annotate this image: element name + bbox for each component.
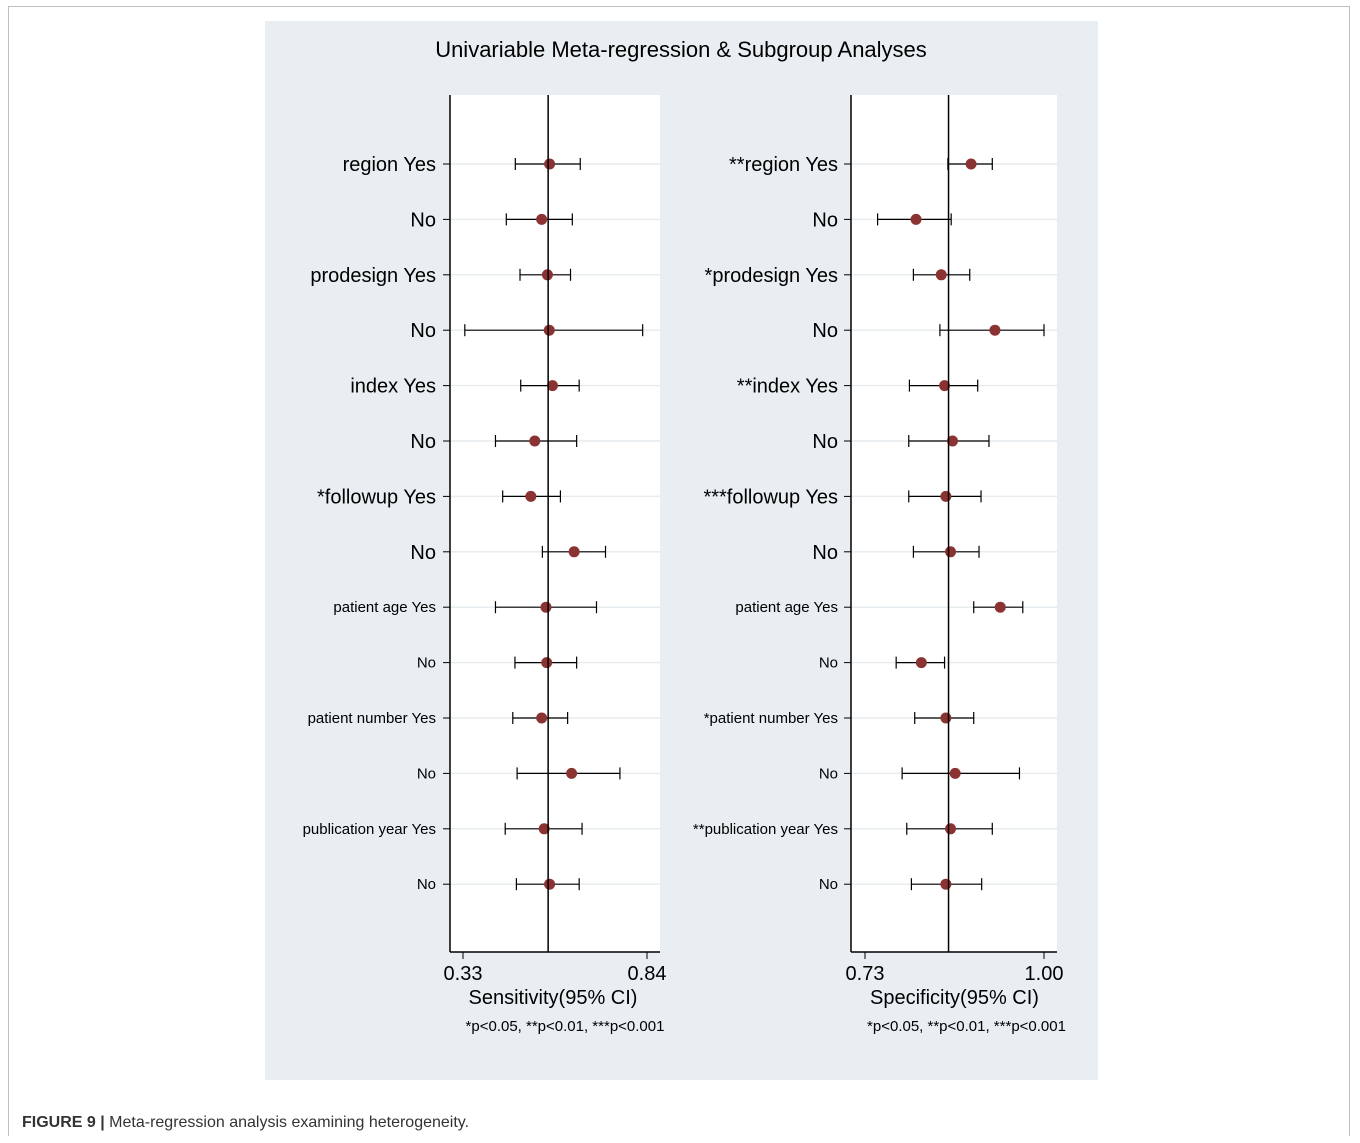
point-estimate bbox=[989, 324, 1001, 336]
point-estimate bbox=[910, 213, 922, 225]
point-estimate bbox=[945, 823, 957, 835]
row-label: No bbox=[819, 765, 838, 782]
row-label: No bbox=[812, 542, 838, 564]
row-label: No bbox=[410, 542, 436, 564]
significance-note: *p<0.05, **p<0.01, ***p<0.001 bbox=[867, 1018, 1066, 1035]
significance-note: *p<0.05, **p<0.01, ***p<0.001 bbox=[466, 1018, 665, 1035]
row-label: publication year Yes bbox=[303, 821, 436, 838]
row-label: No bbox=[410, 209, 436, 231]
point-estimate bbox=[566, 767, 578, 779]
row-label: patient age Yes bbox=[735, 599, 838, 616]
point-estimate bbox=[945, 546, 957, 558]
point-estimate bbox=[546, 380, 558, 392]
figure-caption: FIGURE 9 | Meta-regression analysis exam… bbox=[22, 1114, 469, 1132]
figure-frame bbox=[8, 6, 1350, 1136]
row-label: *followup Yes bbox=[317, 486, 436, 508]
row-label: region Yes bbox=[343, 154, 436, 176]
forest-plot-figure: Univariable Meta-regression & Subgroup A… bbox=[265, 21, 1098, 1080]
plot-area bbox=[450, 95, 660, 952]
row-label: **publication year Yes bbox=[693, 821, 838, 838]
point-estimate bbox=[536, 213, 548, 225]
row-label: index Yes bbox=[350, 376, 436, 398]
row-label: No bbox=[819, 655, 838, 672]
row-label: *prodesign Yes bbox=[705, 265, 838, 287]
point-estimate bbox=[940, 490, 952, 502]
row-label: patient number Yes bbox=[308, 710, 436, 727]
x-axis-label: Specificity(95% CI) bbox=[870, 987, 1039, 1009]
point-estimate bbox=[935, 269, 947, 281]
row-label: No bbox=[812, 209, 838, 231]
forest-panel-1: region Yes No prodesign Yes No index Yes No *f… bbox=[303, 95, 667, 1035]
row-label: **region Yes bbox=[729, 154, 838, 176]
point-estimate bbox=[965, 158, 977, 170]
row-label: prodesign Yes bbox=[310, 265, 436, 287]
plot-area bbox=[851, 95, 1057, 952]
point-estimate bbox=[544, 878, 556, 890]
row-label: **index Yes bbox=[737, 376, 838, 398]
chart-title: Univariable Meta-regression & Subgroup A… bbox=[435, 37, 927, 62]
row-label: No bbox=[812, 431, 838, 453]
x-tick-label: 1.00 bbox=[1025, 963, 1064, 985]
row-label: ***followup Yes bbox=[703, 486, 838, 508]
row-label: No bbox=[410, 431, 436, 453]
row-label: No bbox=[410, 320, 436, 342]
point-estimate bbox=[949, 767, 961, 779]
point-estimate bbox=[529, 435, 541, 447]
point-estimate bbox=[544, 158, 556, 170]
row-label: No bbox=[417, 765, 436, 782]
x-axis-label: Sensitivity(95% CI) bbox=[469, 987, 638, 1009]
point-estimate bbox=[538, 823, 550, 835]
point-estimate bbox=[541, 657, 553, 669]
x-tick-label: 0.73 bbox=[846, 963, 885, 985]
x-tick-label: 0.33 bbox=[444, 963, 483, 985]
point-estimate bbox=[994, 601, 1006, 613]
x-tick-label: 0.84 bbox=[628, 963, 667, 985]
point-estimate bbox=[940, 712, 952, 724]
row-label: No bbox=[819, 876, 838, 893]
point-estimate bbox=[915, 657, 927, 669]
point-estimate bbox=[540, 601, 552, 613]
row-label: No bbox=[417, 876, 436, 893]
point-estimate bbox=[940, 878, 952, 890]
figure-caption-label: FIGURE 9 | bbox=[22, 1114, 105, 1131]
row-label: *patient number Yes bbox=[704, 710, 838, 727]
figure-caption-text: Meta-regression analysis examining heter… bbox=[104, 1114, 470, 1131]
point-estimate bbox=[947, 435, 959, 447]
point-estimate bbox=[543, 324, 555, 336]
point-estimate bbox=[939, 380, 951, 392]
point-estimate bbox=[525, 490, 537, 502]
forest-panel-2: **region Yes No *prodesign Yes No **index Ye… bbox=[693, 95, 1066, 1035]
row-label: No bbox=[417, 655, 436, 672]
point-estimate bbox=[536, 712, 548, 724]
row-label: No bbox=[812, 320, 838, 342]
row-label: patient age Yes bbox=[333, 599, 436, 616]
point-estimate bbox=[568, 546, 580, 558]
